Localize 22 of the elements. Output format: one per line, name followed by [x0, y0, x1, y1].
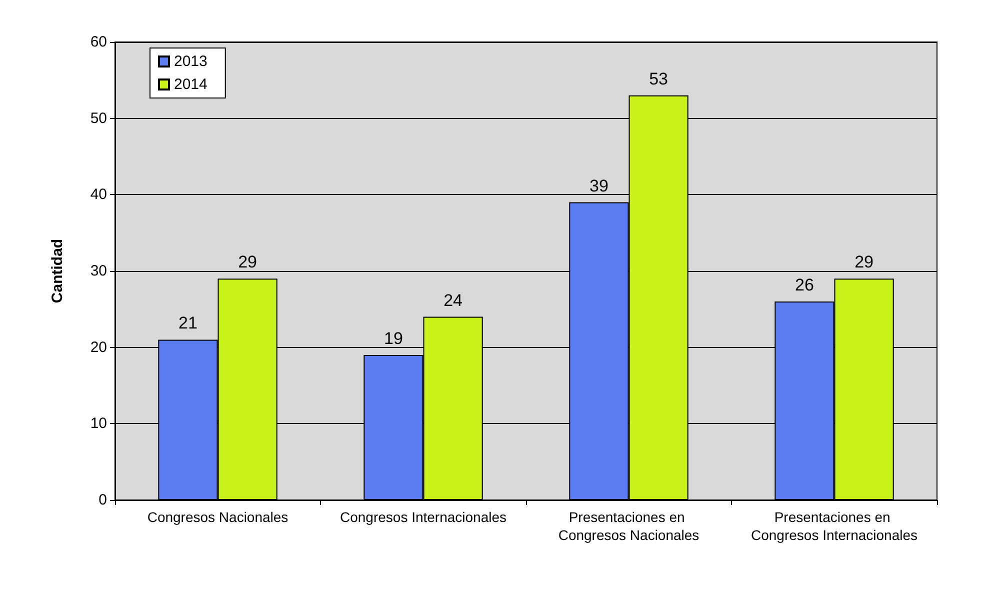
y-tick-label: 40	[90, 186, 107, 204]
y-tick-label: 20	[90, 338, 107, 356]
x-tick-label: Congresos Internacionales	[340, 509, 507, 525]
data-label: 26	[794, 276, 814, 295]
y-tick-label: 30	[90, 262, 107, 280]
data-label: 24	[444, 290, 463, 310]
x-tick-label: Presentaciones en Congresos Nacionales	[558, 509, 700, 543]
y-axis-title: Cantidad	[49, 238, 66, 304]
y-tick-label: 60	[90, 34, 107, 50]
data-label: 21	[178, 314, 198, 333]
x-tick-label: Congresos Nacionales	[147, 509, 288, 525]
y-tick-label: 50	[90, 110, 107, 127]
y-tick-label: 0	[98, 492, 107, 508]
data-label: 19	[384, 328, 403, 348]
data-label: 29	[238, 252, 258, 272]
data-label: 39	[589, 176, 608, 196]
legend-label: 2014	[174, 76, 208, 93]
y-tick-label: 10	[90, 415, 107, 432]
x-tick-label: Presentaciones en Congresos Internacionales	[750, 509, 918, 543]
data-label: 29	[854, 252, 874, 272]
legend-label: 2013	[174, 53, 208, 70]
data-label: 53	[649, 69, 668, 88]
